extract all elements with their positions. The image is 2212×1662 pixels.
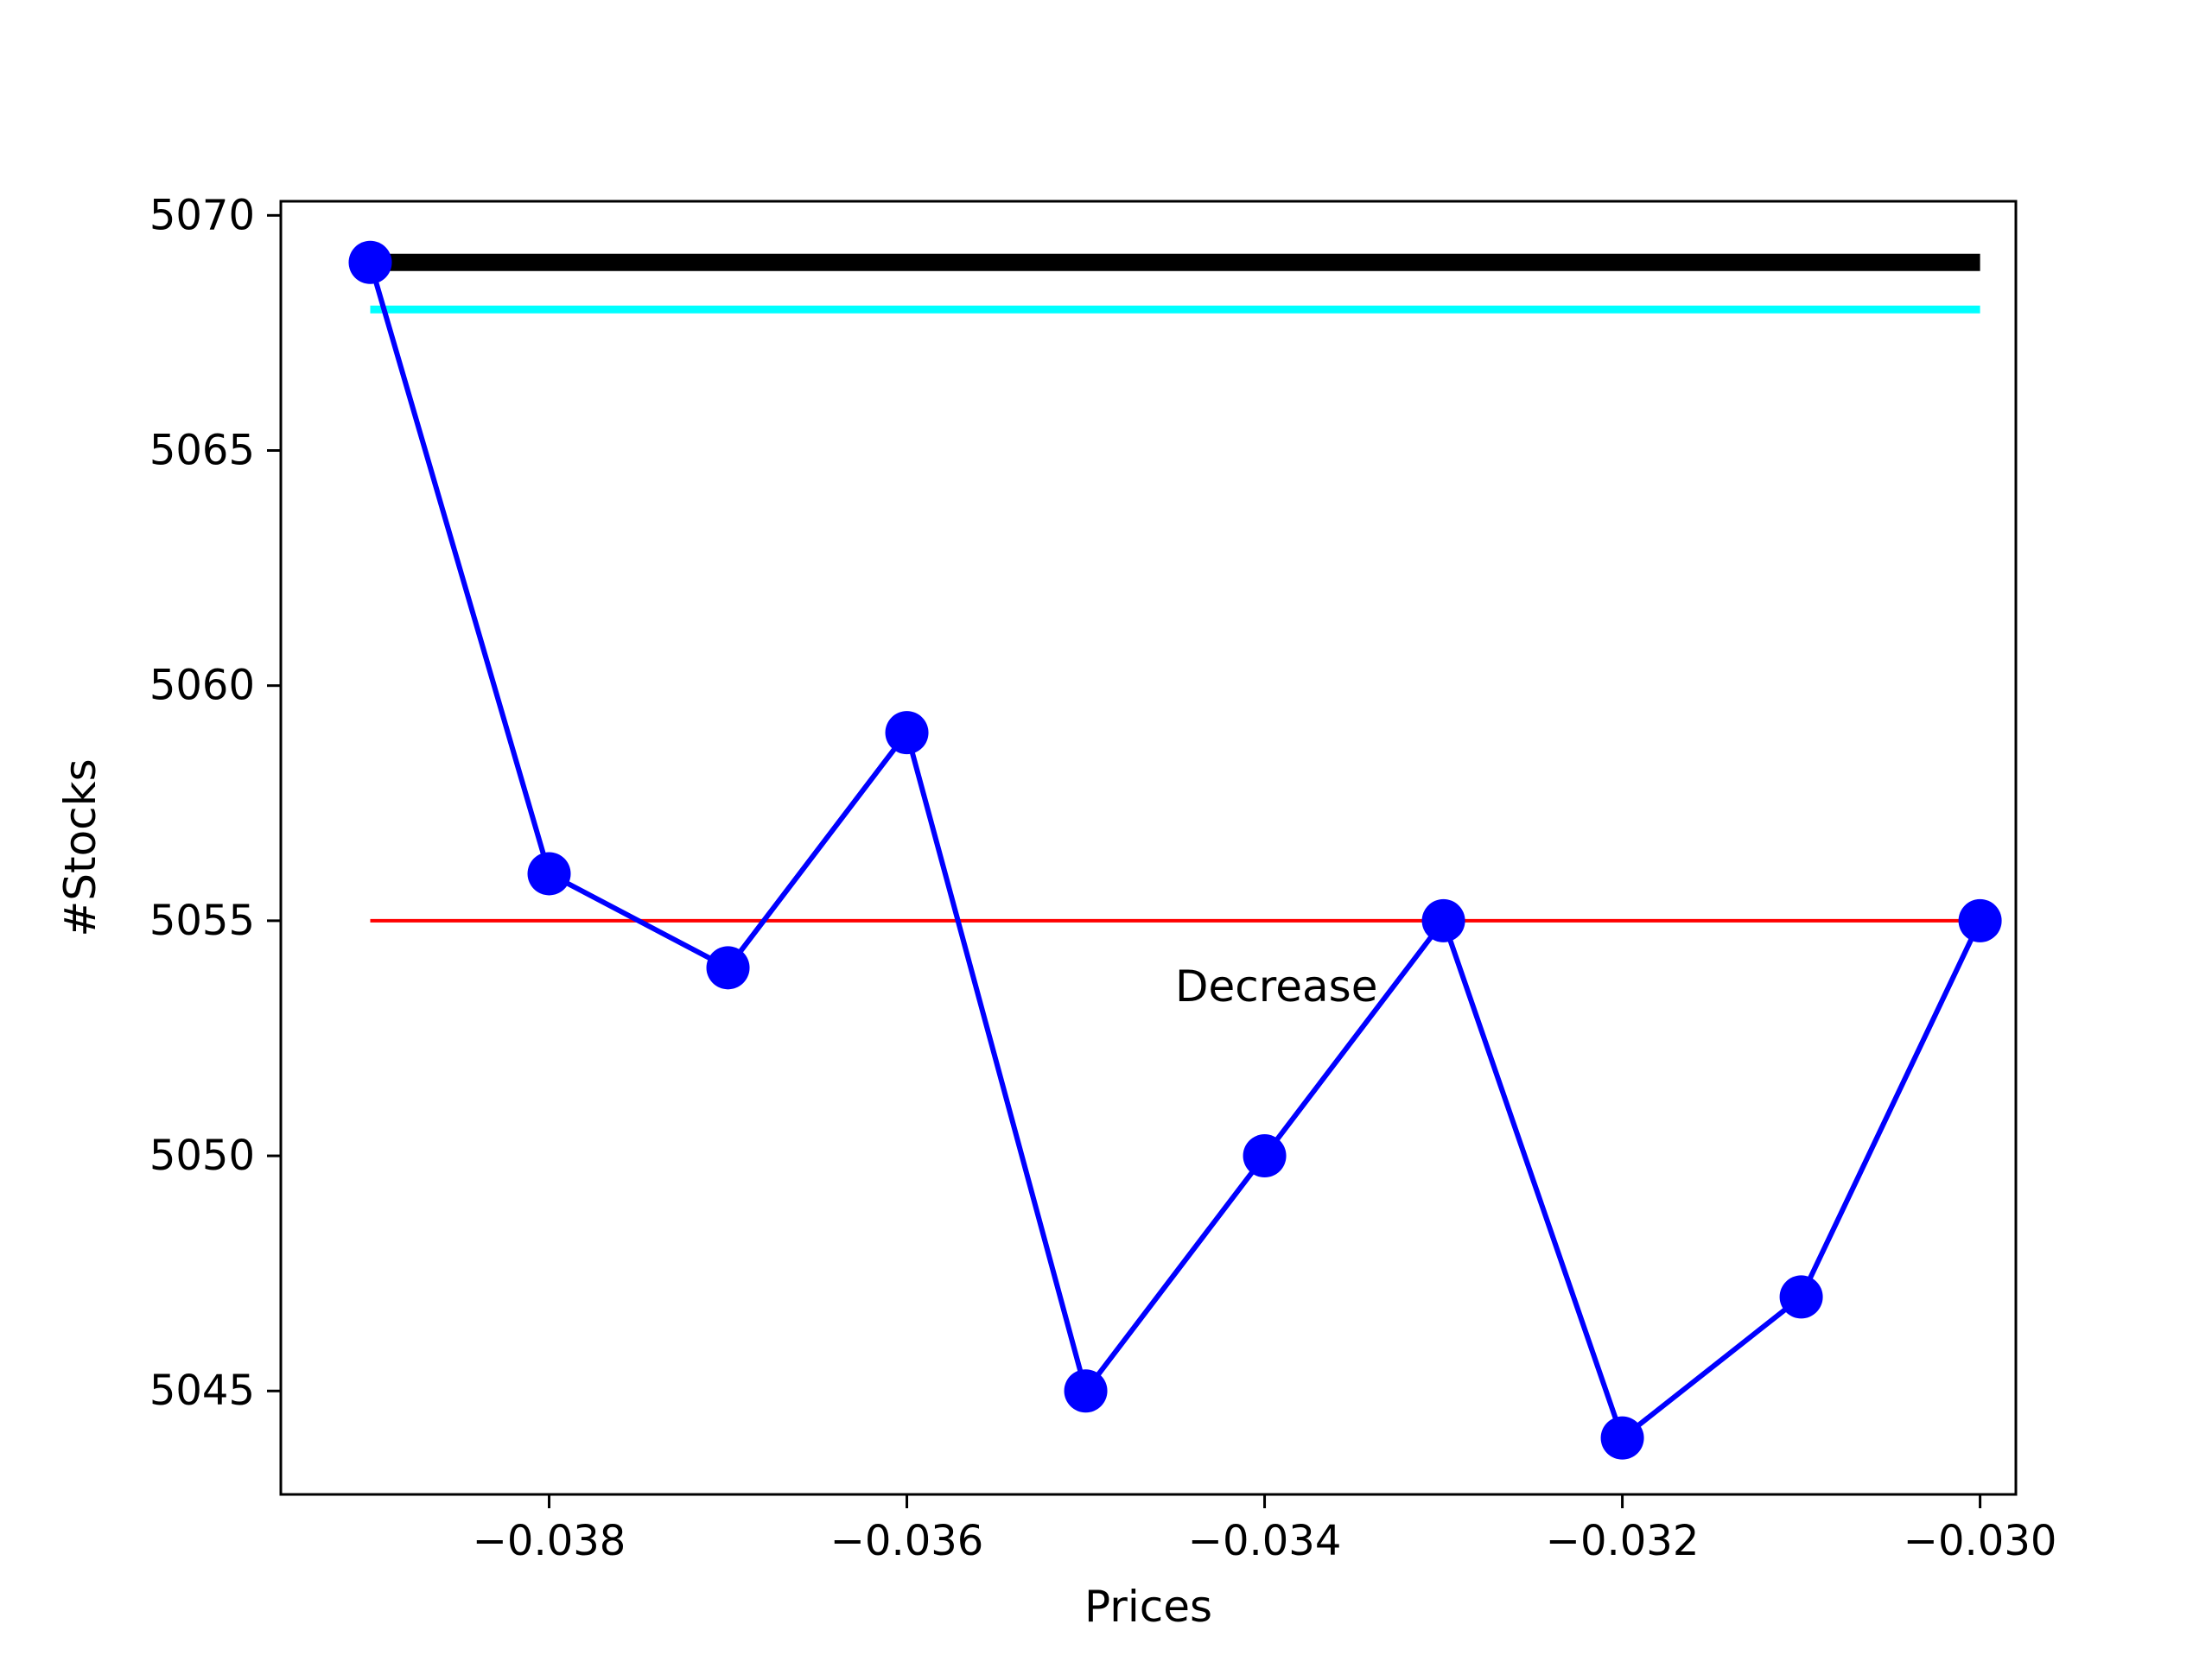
x-axis-ticks: −0.038 −0.036 −0.034 −0.032 −0.030	[473, 1494, 2057, 1565]
x-tick-label-1: −0.036	[830, 1517, 984, 1565]
y-tick-label-2: 5055	[149, 897, 255, 945]
data-point-0-3	[885, 711, 929, 755]
y-tick-label-4: 5065	[149, 427, 255, 475]
data-point-0-9	[1958, 898, 2002, 942]
y-axis-ticks: 5045 5050 5055 5060 5065 5070	[149, 191, 281, 1415]
plot-frame	[279, 200, 2018, 1496]
y-tick-label-5: 5070	[149, 191, 255, 239]
data-point-0-5	[1243, 1134, 1287, 1178]
x-tick-label-2: −0.034	[1188, 1517, 1342, 1565]
series-markers	[348, 240, 2002, 1460]
data-point-0-0	[348, 240, 392, 284]
y-tick-label-1: 5050	[149, 1132, 255, 1180]
y-axis-label: #Stocks	[55, 758, 105, 936]
series-lines	[367, 261, 1983, 1441]
x-tick-label-3: −0.032	[1546, 1517, 1700, 1565]
x-axis-label: Prices	[1084, 1582, 1212, 1632]
y-tick-label-3: 5060	[149, 662, 255, 710]
x-tick-label-4: −0.030	[1904, 1517, 2057, 1565]
data-point-0-7	[1600, 1416, 1644, 1460]
data-point-0-1	[527, 852, 571, 896]
data-point-0-8	[1779, 1275, 1823, 1319]
x-tick-label-0: −0.038	[473, 1517, 626, 1565]
series-line-0	[367, 261, 1983, 1441]
annotation-0: Decrease	[1175, 961, 1377, 1012]
data-point-0-2	[706, 946, 750, 990]
y-tick-label-0: 5045	[149, 1367, 255, 1415]
annotations: Decrease	[1175, 961, 1377, 1012]
data-point-0-6	[1421, 898, 1465, 942]
data-point-0-4	[1064, 1369, 1108, 1413]
